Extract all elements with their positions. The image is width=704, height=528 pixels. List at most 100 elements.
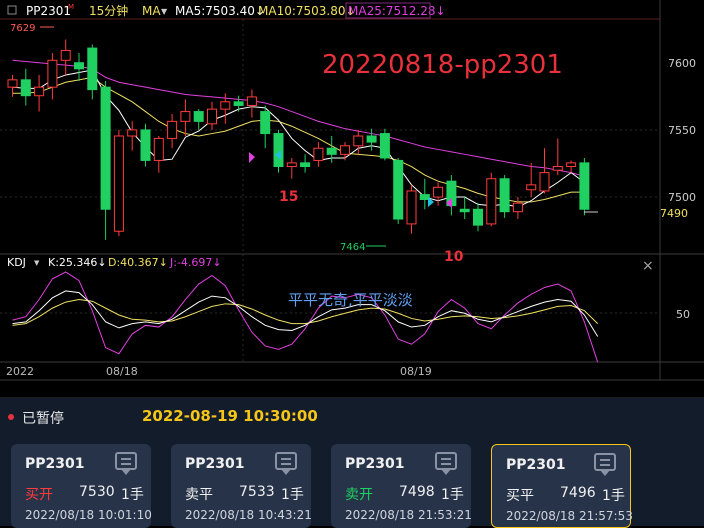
candle-body (246, 96, 257, 106)
order-card-3[interactable]: PP2301 卖开 7498 1手 2022/08/18 21:53:21 (331, 444, 472, 528)
candle (379, 128, 390, 161)
order-symbol: PP2301 (25, 456, 85, 472)
candle (246, 89, 257, 118)
message-icon[interactable] (115, 452, 137, 475)
message-icon[interactable] (435, 452, 457, 475)
price-tick-7550: 7550 (668, 124, 696, 137)
candle-body (87, 47, 98, 91)
status-datetime: 2022-08-19 10:30:00 (142, 407, 318, 425)
ma10-line (12, 76, 585, 203)
candle (353, 129, 364, 155)
candle (47, 52, 58, 100)
price-tick-7500: 7500 (668, 191, 696, 204)
kdj-dropdown-icon[interactable]: ▼ (34, 259, 40, 267)
candle-body (459, 208, 470, 213)
candle-body (220, 101, 231, 110)
candle (273, 129, 284, 173)
candle (433, 182, 444, 206)
candle-body (20, 79, 31, 97)
candle-body (393, 159, 404, 220)
candle-body (499, 178, 510, 213)
message-icon[interactable] (594, 453, 616, 476)
candle-body (366, 135, 377, 143)
kdj-name[interactable]: KDJ (7, 256, 26, 269)
annotation-15: 15 (279, 189, 298, 205)
kdj-d-line (12, 299, 599, 326)
candle-body (233, 101, 244, 106)
kline-chart[interactable]: PP2301 M 15分钟 MA ▼ MA5:7503.40↓ MA10:750… (0, 0, 704, 399)
high-mark: 7629 (10, 23, 35, 34)
candle-body (379, 133, 390, 159)
candle-body (486, 178, 497, 225)
candle (153, 136, 164, 173)
order-action: 卖开 (345, 487, 373, 503)
candle (446, 175, 457, 216)
order-card-4[interactable]: PP2301 买平 7496 1手 2022/08/18 21:57:53 (491, 444, 633, 528)
candle (100, 81, 111, 240)
header-symbol-flag: M (68, 3, 74, 11)
candle-body (566, 162, 577, 168)
kdj-close-icon[interactable]: × (642, 258, 654, 274)
ma25-line (12, 59, 585, 177)
candle (286, 157, 297, 179)
order-symbol: PP2301 (345, 456, 405, 472)
message-icon[interactable] (275, 452, 297, 475)
order-price: 7530 (79, 484, 115, 500)
candle (220, 93, 231, 124)
candle (526, 162, 537, 198)
candle-body (313, 147, 324, 161)
order-card-2[interactable]: PP2301 卖平 7533 1手 2022/08/18 10:43:21 (171, 444, 312, 528)
status-dot-icon (8, 414, 14, 420)
time-tick-0818: 08/18 (106, 365, 138, 378)
candle (512, 197, 523, 220)
candle (326, 136, 337, 163)
order-symbol: PP2301 (506, 457, 566, 473)
trade-mark-sell-2 (428, 197, 434, 207)
candle (340, 142, 350, 161)
header-left-marker (7, 5, 17, 15)
price-tick-7600: 7600 (668, 57, 696, 70)
candle (393, 157, 404, 224)
order-qty: 1手 (441, 487, 464, 503)
chart-title: 20220818-pp2301 (322, 50, 563, 80)
order-time: 2022/08/18 10:43:21 (185, 508, 312, 522)
indicator-dropdown-icon[interactable]: ▼ (161, 7, 168, 16)
order-qty: 1手 (121, 487, 144, 503)
candle-body (34, 86, 45, 97)
header-indicator[interactable]: MA (142, 4, 161, 18)
candle (366, 128, 377, 151)
candle (473, 203, 483, 232)
candle-body (473, 208, 483, 226)
candle (87, 44, 98, 100)
ma5-line (12, 69, 585, 208)
chart-area[interactable]: PP2301 M 15分钟 MA ▼ MA5:7503.40↓ MA10:750… (0, 0, 704, 399)
candle (74, 52, 84, 82)
candle (419, 178, 430, 210)
kdj-d: D:40.367↓ (108, 256, 168, 269)
kdj-note: 平平无奇,平平淡淡 (288, 291, 413, 309)
header-symbol[interactable]: PP2301 (26, 4, 71, 18)
last-price-label: 7490 (660, 207, 688, 220)
candle (300, 154, 311, 173)
order-price: 7533 (239, 484, 275, 500)
candle-body (353, 135, 364, 147)
order-card-1[interactable]: PP2301 买开 7530 1手 2022/08/18 10:01:10 (11, 444, 152, 528)
order-time: 2022/08/18 10:01:10 (25, 508, 152, 522)
candle-body (326, 147, 337, 155)
candle-body (419, 194, 430, 200)
candle-body (406, 190, 417, 225)
kdj-j: J:-4.697↓ (169, 256, 222, 269)
candle (313, 142, 324, 167)
candle-body (433, 186, 444, 198)
candle (499, 175, 510, 218)
header-period[interactable]: 15分钟 (89, 3, 128, 18)
trade-mark-buy-2 (446, 198, 452, 208)
order-time: 2022/08/18 21:57:53 (506, 509, 633, 523)
order-symbol: PP2301 (185, 456, 245, 472)
candle (167, 114, 178, 149)
order-action: 买开 (25, 487, 53, 503)
candle (566, 160, 577, 173)
candle-body (286, 162, 297, 168)
candle (406, 184, 417, 234)
candle-body (167, 120, 178, 139)
